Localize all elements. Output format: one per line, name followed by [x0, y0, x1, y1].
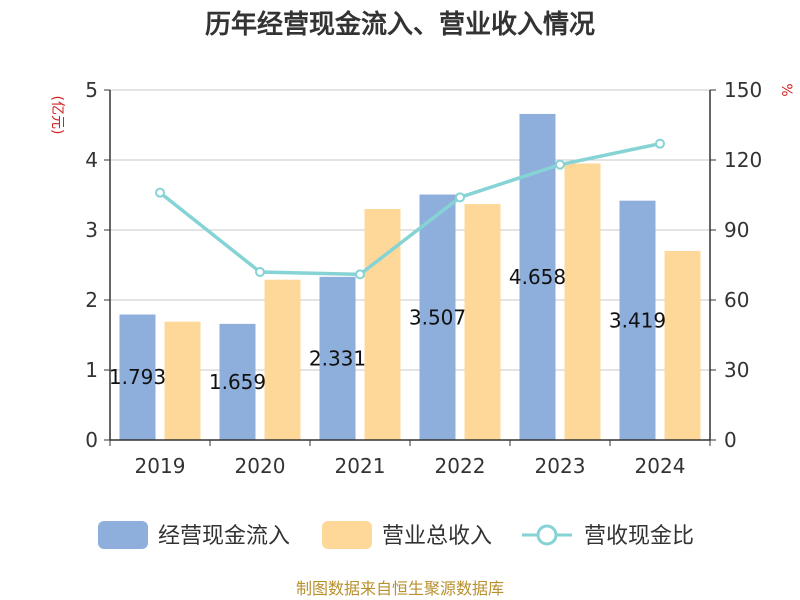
- ratio-point: [555, 159, 565, 170]
- bar-revenue: [464, 204, 501, 440]
- data-label: 3.419: [609, 308, 666, 332]
- bar-cash-inflow: [419, 194, 456, 440]
- x-tick-label: 2023: [535, 454, 586, 478]
- bar-revenue: [564, 163, 601, 440]
- left-tick-label: 3: [85, 218, 98, 242]
- bar-revenue: [164, 321, 201, 440]
- legend-marker-ratio: [536, 524, 558, 546]
- data-label: 2.331: [309, 346, 366, 370]
- left-tick-label: 2: [85, 288, 98, 312]
- right-tick-label: 60: [724, 288, 749, 312]
- ratio-point: [655, 138, 665, 149]
- x-tick-label: 2021: [335, 454, 386, 478]
- left-tick-label: 1: [85, 358, 98, 382]
- chart-title: 历年经营现金流入、营业收入情况: [205, 9, 595, 40]
- legend-label: 营业总收入: [382, 524, 492, 549]
- bar-revenue: [664, 251, 701, 440]
- right-tick-label: 150: [724, 78, 762, 102]
- right-tick-label: 90: [724, 218, 749, 242]
- bar-cash-inflow: [219, 323, 256, 440]
- data-label: 4.658: [509, 265, 566, 289]
- data-label: 3.507: [409, 305, 466, 329]
- bar-cash-inflow: [619, 200, 656, 440]
- legend-label: 营收现金比: [584, 524, 694, 549]
- right-tick-label: 30: [724, 358, 749, 382]
- data-labels: 1.793 1.659 2.331 3.507 4.658 3.419: [109, 265, 666, 394]
- ratio-point: [255, 267, 265, 277]
- data-label: 1.793: [109, 365, 166, 389]
- legend-swatch-revenue: [322, 521, 372, 549]
- bar-revenue: [364, 209, 401, 440]
- right-tick-label: 120: [724, 148, 762, 172]
- bar-cash-inflow: [119, 314, 156, 440]
- ratio-point: [155, 187, 165, 198]
- bars: [119, 113, 701, 440]
- left-axis-unit: (亿元): [49, 96, 65, 135]
- right-tick-label: 0: [724, 428, 737, 452]
- gridlines: [110, 89, 710, 371]
- ratio-point: [455, 192, 465, 203]
- x-tick-label: 2022: [435, 454, 486, 478]
- x-tick-label: 2020: [235, 454, 286, 478]
- source-note: 制图数据来自恒生聚源数据库: [296, 579, 504, 598]
- left-tick-label: 5: [85, 78, 98, 102]
- legend-label: 经营现金流入: [158, 524, 290, 549]
- legend[interactable]: 经营现金流入 营业总收入 营收现金比: [98, 521, 694, 549]
- ratio-point: [355, 269, 365, 280]
- axes: 0 0 1 30 2 60 3 90 4 120 5 150 2019 2020 2021 2022 2023 2…: [85, 78, 762, 478]
- x-tick-label: 2024: [635, 454, 686, 478]
- bar-revenue: [264, 279, 301, 440]
- x-tick-label: 2019: [135, 454, 186, 478]
- legend-swatch-cash-inflow: [98, 521, 148, 549]
- left-tick-label: 0: [85, 428, 98, 452]
- bar-cash-inflow: [319, 276, 356, 440]
- left-tick-label: 4: [85, 148, 98, 172]
- ratio-line-path: [158, 141, 661, 277]
- right-axis-unit: %: [778, 83, 794, 96]
- data-label: 1.659: [209, 370, 266, 394]
- ratio-line: [155, 138, 665, 280]
